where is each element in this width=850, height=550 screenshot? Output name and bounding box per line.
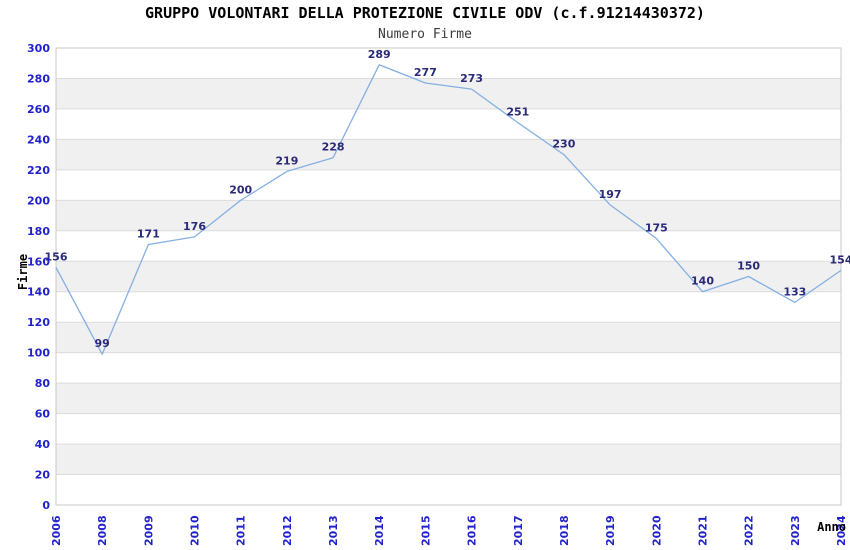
data-label: 230: [552, 138, 575, 151]
y-tick-label: 40: [35, 438, 51, 451]
band: [56, 261, 841, 292]
x-tick-label: 2009: [142, 515, 155, 546]
data-label: 156: [45, 250, 68, 263]
y-tick-label: 260: [27, 103, 50, 116]
data-label: 154: [830, 253, 850, 266]
data-label: 200: [229, 183, 252, 196]
data-labels: 156 99 171 176 200 219 228 289 277 273 251 230 197 17…: [45, 48, 850, 350]
y-tick-label: 60: [35, 408, 51, 421]
x-tick-label: 2006: [50, 515, 63, 546]
x-tick-label: 2022: [743, 515, 756, 546]
y-tick-label: 300: [27, 42, 50, 55]
chart-title: GRUPPO VOLONTARI DELLA PROTEZIONE CIVILE…: [145, 4, 705, 22]
plot-border: [55, 47, 842, 506]
band: [56, 139, 841, 170]
data-label: 99: [95, 337, 110, 350]
line-series: [55, 64, 842, 355]
band: [56, 444, 841, 475]
x-tick-label: 2016: [466, 515, 479, 546]
x-tick-label: 2018: [558, 515, 571, 546]
plot-bands: [56, 78, 841, 475]
y-tick-label: 20: [35, 469, 51, 482]
x-tick-label: 2008: [96, 515, 109, 546]
band: [56, 200, 841, 231]
data-label: 176: [183, 220, 206, 233]
x-axis-title: Anno: [817, 520, 846, 534]
band: [56, 383, 841, 414]
y-tick-label: 160: [27, 255, 50, 268]
x-tick-label: 2013: [327, 515, 340, 546]
y-tick-label: 240: [27, 133, 50, 146]
x-tick-label: 2010: [189, 515, 202, 546]
y-tick-label: 120: [27, 316, 50, 329]
x-tick-label: 2023: [789, 515, 802, 546]
data-label: 273: [460, 72, 483, 85]
chart-subtitle: Numero Firme: [378, 27, 472, 42]
x-tick-label: 2012: [281, 515, 294, 546]
data-label: 228: [322, 141, 345, 154]
x-tick-label: 2021: [697, 515, 710, 546]
band: [56, 322, 841, 353]
y-tick-label: 0: [42, 499, 50, 512]
x-tick-label: 2011: [235, 515, 248, 546]
data-label: 133: [783, 285, 806, 298]
y-tick-label: 140: [27, 286, 50, 299]
x-tick-label: 2019: [604, 515, 617, 546]
y-axis-title: Firme: [16, 254, 30, 290]
x-tick-label: 2015: [419, 515, 432, 546]
x-axis-ticks: 2006 2008 2009 2010 2011 2012 2013 2014 2015 2016…: [50, 515, 848, 546]
data-label: 277: [414, 66, 437, 79]
y-tick-label: 80: [35, 377, 51, 390]
data-label: 289: [368, 48, 391, 61]
x-tick-label: 2017: [512, 515, 525, 546]
y-tick-label: 180: [27, 225, 50, 238]
y-axis-ticks: 0 20 40 60 80 100 120 140 160 180 200 220 240 260 280 3…: [27, 42, 50, 512]
x-tick-label: 2014: [373, 515, 386, 546]
y-tick-label: 100: [27, 347, 50, 360]
x-tick-label: 2024: [835, 515, 848, 546]
data-label: 150: [737, 260, 760, 273]
y-tick-label: 220: [27, 164, 50, 177]
data-label: 197: [599, 188, 622, 201]
data-label: 140: [691, 275, 714, 288]
y-tick-label: 280: [27, 73, 50, 86]
y-tick-label: 200: [27, 194, 50, 207]
data-label: 171: [137, 228, 160, 241]
band: [56, 78, 841, 109]
data-label: 175: [645, 221, 668, 234]
data-label: 219: [275, 154, 298, 167]
x-tick-label: 2020: [650, 515, 663, 546]
data-label: 251: [506, 106, 529, 119]
series-line: [55, 64, 842, 355]
